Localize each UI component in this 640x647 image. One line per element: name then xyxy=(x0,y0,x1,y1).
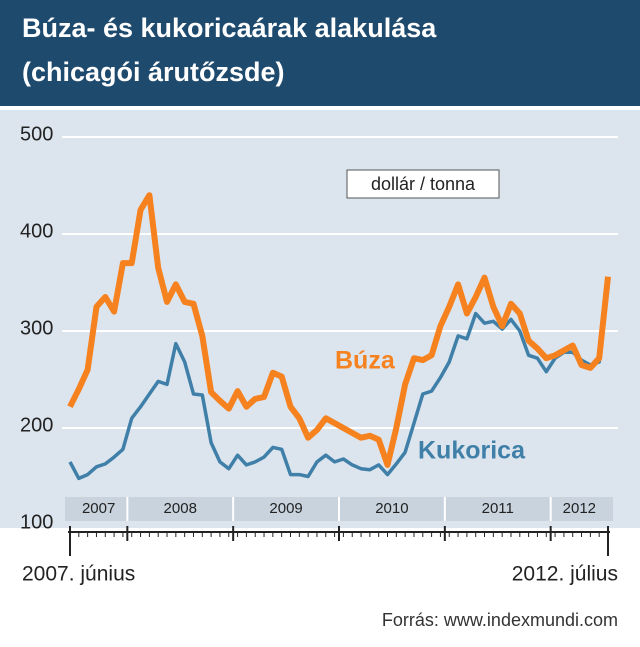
unit-box xyxy=(346,169,500,199)
series-label: Kukorica xyxy=(418,437,526,465)
y-tick-label: 500 xyxy=(20,123,53,145)
y-tick-label: 200 xyxy=(20,414,53,436)
series-label: Búza xyxy=(335,347,396,375)
y-tick-label: 400 xyxy=(20,220,53,242)
year-label: 2010 xyxy=(375,500,408,517)
series-line xyxy=(68,287,610,481)
year-label: 2008 xyxy=(164,500,197,517)
header xyxy=(0,0,640,106)
year-label: 2011 xyxy=(482,500,514,517)
x-end-label: 2012. július xyxy=(512,563,618,586)
x-start-label: 2007. június xyxy=(22,563,135,586)
source: Forrás: www.indexmundi.com xyxy=(382,610,618,630)
chart-title: Búza- és kukoricaárak alakulása xyxy=(22,13,437,43)
y-tick-label: 300 xyxy=(20,317,53,339)
year-label: 2009 xyxy=(269,500,302,517)
y-tick-label: 100 xyxy=(20,511,53,533)
year-label: 2007 xyxy=(82,500,115,517)
series-line xyxy=(67,192,611,468)
chart-subtitle: (chicagói árutőzsde) xyxy=(22,57,285,87)
unit-label: dollár / tonna xyxy=(371,174,476,194)
year-label: 2012 xyxy=(563,500,596,517)
